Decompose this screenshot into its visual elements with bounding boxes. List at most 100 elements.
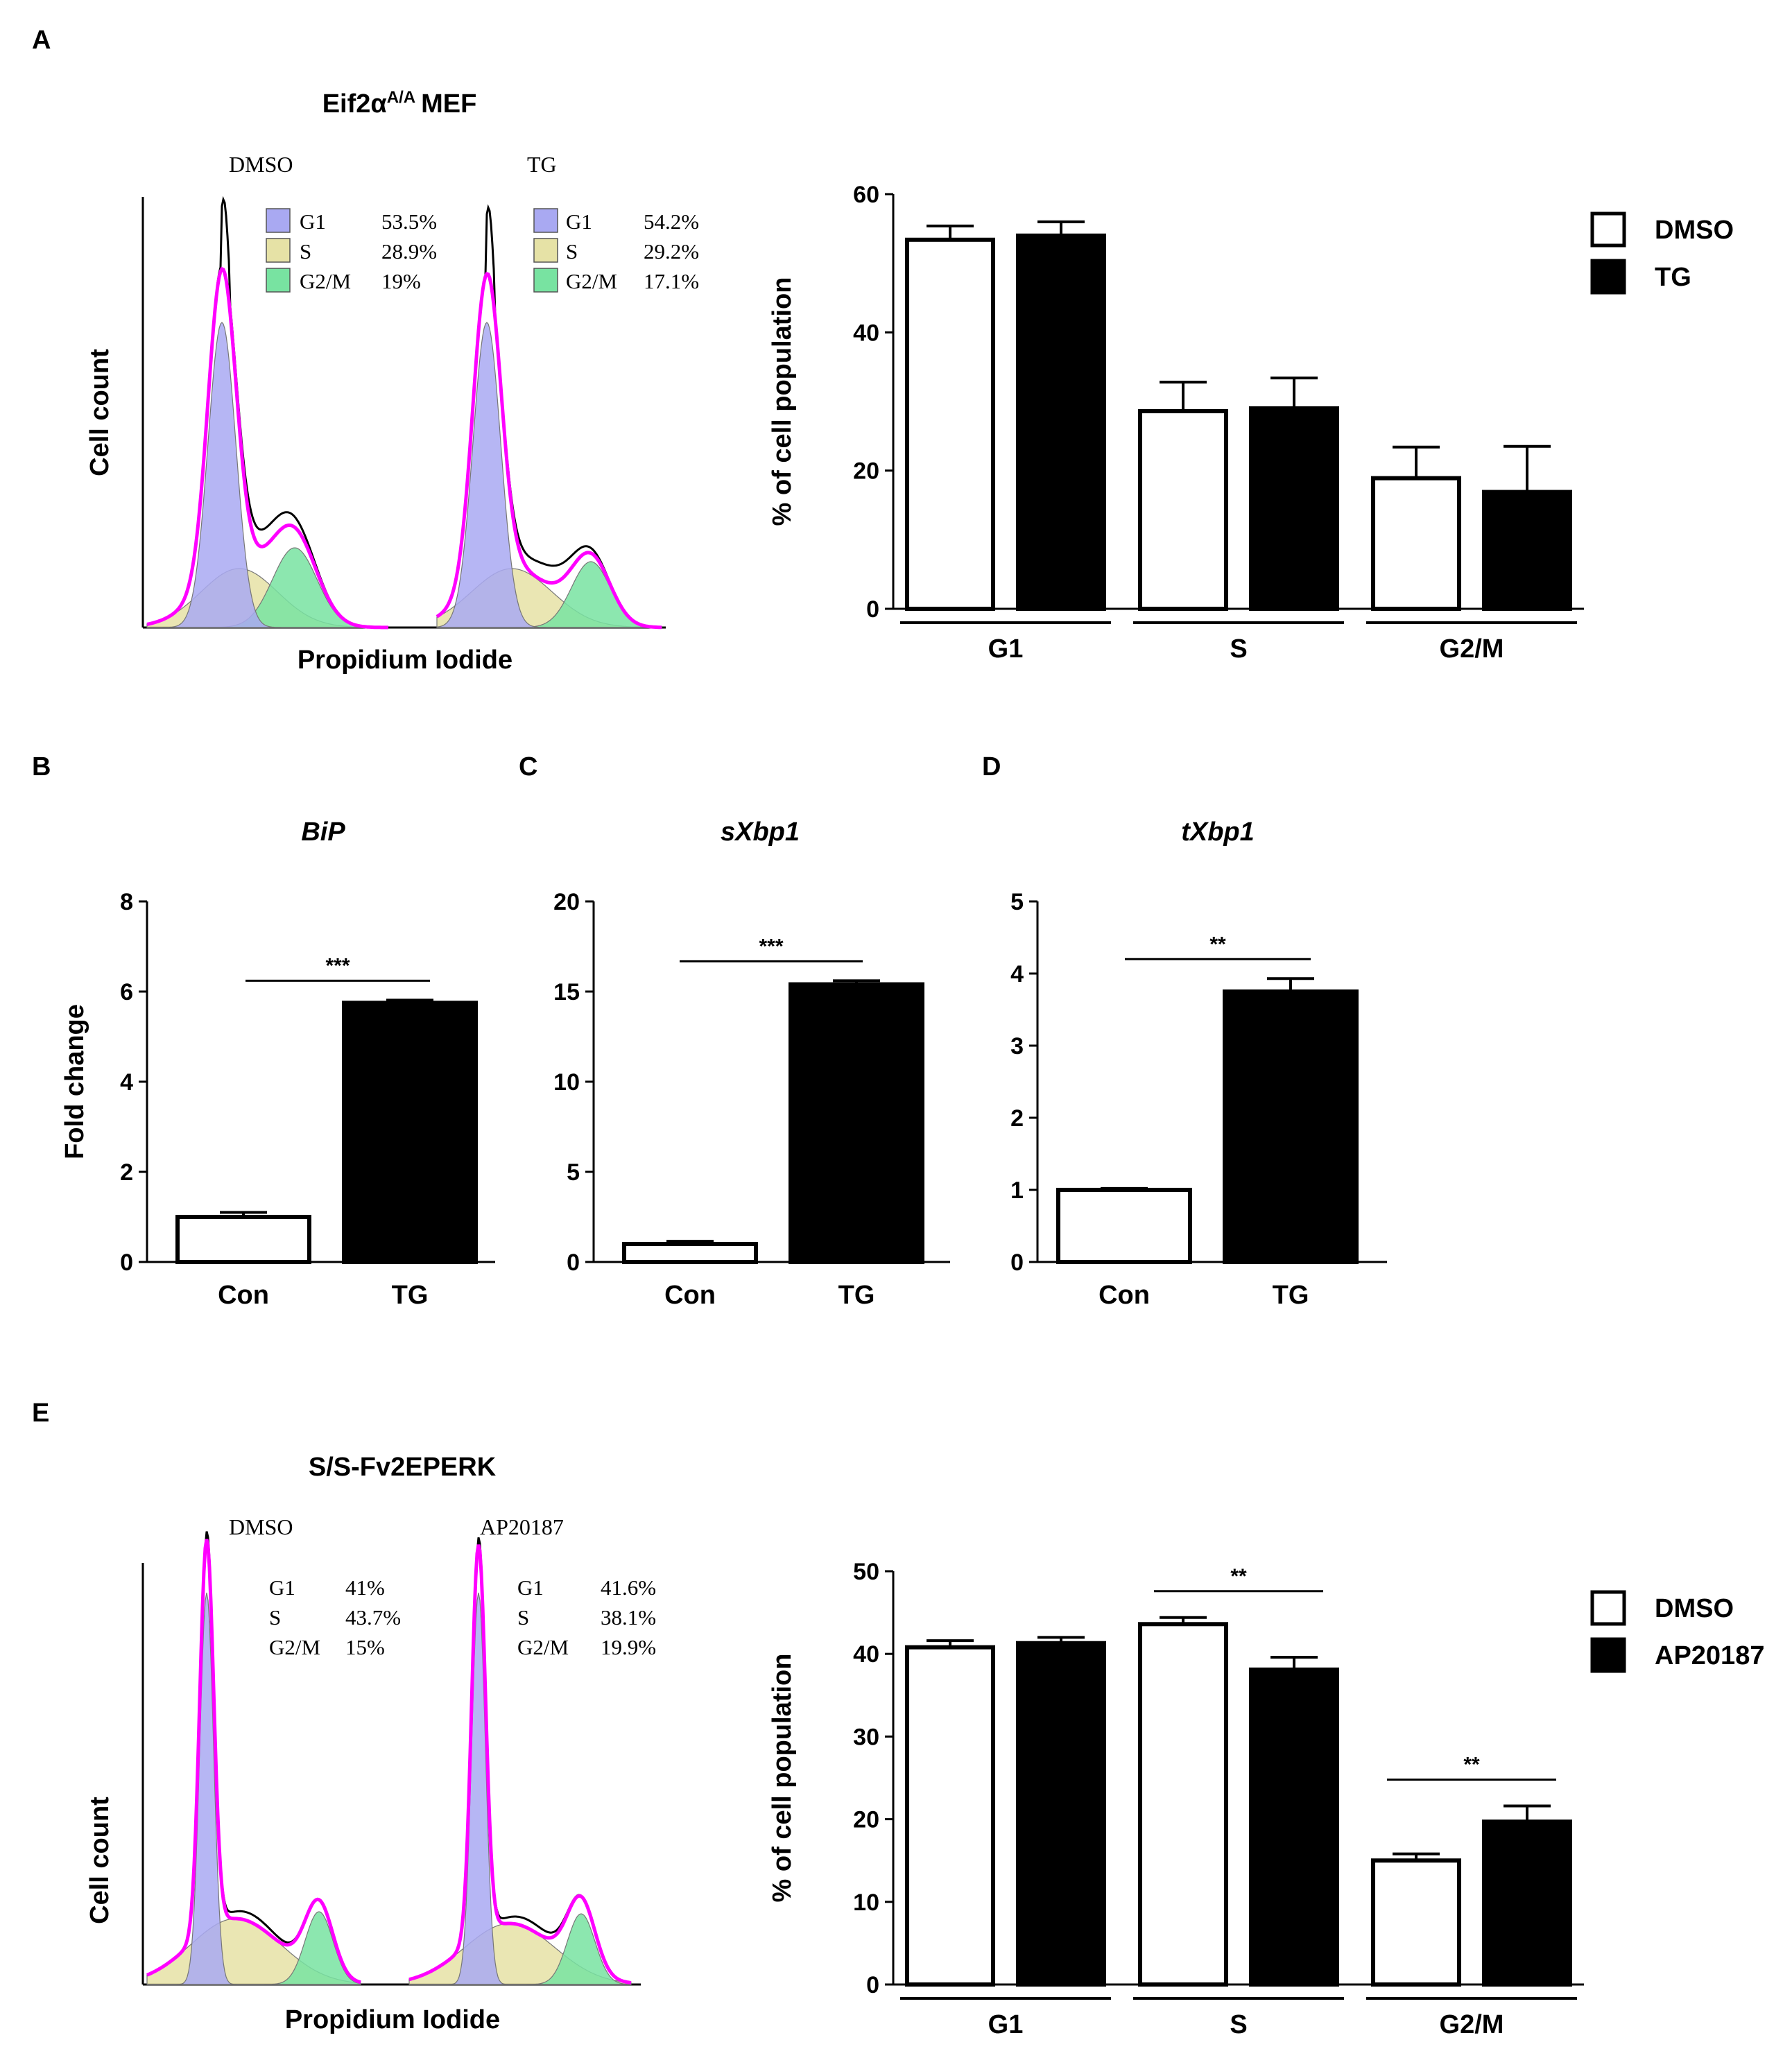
y-tick-label: 30: [853, 1724, 879, 1750]
phase-percentage-s: 38.1%: [601, 1605, 656, 1629]
phase-percentage-s: 29.2%: [644, 239, 699, 263]
legend-swatch-s: [533, 238, 558, 263]
phase-label-g2m: G2/M: [517, 1635, 569, 1659]
histogram-e-title: S/S-Fv2EPERK: [309, 1453, 497, 1482]
bar-chart-a: 0 20 40 60 % of cell population G1 S G2/M DMSO TG: [768, 182, 1734, 664]
histogram-e-y-label: Cell count: [85, 1797, 114, 1924]
legend-swatch-tg: [1590, 259, 1626, 295]
category-label: TG: [1273, 1281, 1309, 1310]
y-tick-label: 15: [553, 979, 580, 1005]
legend-label-dmso: DMSO: [1655, 1594, 1734, 1623]
legend-swatch-ap20187: [1590, 1637, 1626, 1673]
flow-histogram-e: S/S-Fv2EPERK DMSO AP20187 Cell count Pro…: [85, 1453, 656, 2034]
histogram-e-sample-2-label: AP20187: [480, 1514, 564, 1539]
y-tick-label: 20: [853, 458, 879, 485]
phase-percentage-g1: 54.2%: [644, 209, 699, 234]
y-axis-label: % of cell population: [768, 277, 797, 526]
y-tick-label: 10: [853, 1890, 879, 1916]
category-label: G2/M: [1440, 2010, 1504, 2039]
flow-histogram-a: Eif2αA/A MEF DMSO TG Cell count Propidium…: [85, 88, 699, 675]
bar-dmso-s: [1138, 408, 1228, 611]
histogram-fit-line: [146, 266, 388, 630]
histogram-g1-phase-fill: [147, 322, 388, 628]
phase-percentage-g2m: 19%: [381, 269, 421, 293]
phase-label-g1: G1: [300, 209, 326, 234]
legend-label-ap20187: AP20187: [1655, 1641, 1764, 1670]
y-tick-label: 10: [553, 1069, 580, 1096]
category-label: Con: [1099, 1281, 1150, 1310]
y-tick-label: 60: [853, 182, 879, 208]
bar-con: [175, 1215, 311, 1264]
phase-percentage-g1: 41.6%: [601, 1575, 656, 1600]
phase-percentage-s: 43.7%: [345, 1605, 401, 1629]
phase-label-s: S: [300, 239, 311, 263]
legend-swatch-dmso: [1590, 211, 1626, 248]
category-label: G2/M: [1440, 634, 1504, 664]
phase-percentage-g2m: 17.1%: [644, 269, 699, 293]
phase-label-s: S: [269, 1605, 281, 1629]
y-axis-label: Fold change: [60, 1004, 89, 1159]
y-tick-label: 5: [1010, 889, 1024, 915]
y-tick-label: 20: [853, 1807, 879, 1833]
histogram-e-sample-1-label: DMSO: [229, 1514, 293, 1539]
legend-swatch-s: [266, 238, 291, 263]
chart-title: sXbp1: [721, 818, 800, 847]
bar-tg: [1223, 989, 1359, 1264]
category-label: G1: [988, 634, 1024, 664]
phase-label-g1: G1: [517, 1575, 544, 1600]
bar-tg-g2m: [1482, 490, 1572, 612]
y-axis-label: % of cell population: [768, 1654, 797, 1903]
significance-label: **: [1463, 1754, 1480, 1776]
legend-label-dmso: DMSO: [1655, 216, 1734, 245]
y-tick-label: 50: [853, 1559, 879, 1585]
y-tick-label: 2: [1010, 1105, 1024, 1132]
significance-label: **: [1230, 1565, 1247, 1588]
panel-label-c: C: [519, 752, 537, 781]
category-label: Con: [218, 1281, 269, 1310]
bar-tg: [342, 1001, 478, 1264]
y-tick-label: 0: [866, 1972, 879, 1998]
bar-ap20187-g2m: [1482, 1819, 1572, 1987]
category-label: TG: [392, 1281, 429, 1310]
category-label: G1: [988, 2010, 1024, 2039]
histogram-raw-data-line: [146, 196, 388, 629]
panel-label-d: D: [982, 752, 1001, 781]
significance-label: ***: [759, 935, 783, 958]
bar-dmso-g2m: [1371, 1858, 1461, 1987]
chart-title: tXbp1: [1181, 818, 1255, 847]
category-label: Con: [664, 1281, 716, 1310]
panel-label-b: B: [32, 752, 51, 781]
bar-tg-s: [1249, 406, 1339, 611]
phase-percentage-g2m: 19.9%: [601, 1635, 656, 1659]
panel-label-a: A: [32, 26, 51, 55]
category-label: TG: [838, 1281, 875, 1310]
y-tick-label: 0: [567, 1250, 580, 1276]
legend-swatch-g1: [533, 208, 558, 233]
bar-chart-e: 0 10 20 30 40 50 % of cell population G1 S G2/M **…: [768, 1559, 1764, 2039]
histogram-a-y-label: Cell count: [85, 349, 114, 476]
bar-chart-b: BiP 0 2 4 6 8 Fold change Con TG ***: [60, 818, 495, 1310]
phase-percentage-s: 28.9%: [381, 239, 437, 263]
bar-tg: [789, 982, 924, 1264]
bar-chart-c: sXbp1 0 5 10 15 20 Con TG ***: [553, 818, 950, 1310]
y-tick-label: 0: [866, 596, 879, 623]
phase-label-g2m: G2/M: [566, 269, 617, 293]
histogram-a-sample-2-label: TG: [527, 152, 557, 177]
bar-chart-d: tXbp1 0 1 2 3 4 5 Con TG **: [1010, 818, 1387, 1310]
histogram-a-x-label: Propidium Iodide: [298, 646, 512, 675]
panel-label-e: E: [32, 1399, 49, 1428]
bar-dmso-s: [1138, 1622, 1228, 1987]
legend-label-tg: TG: [1655, 263, 1691, 292]
histogram-g1-phase-fill: [436, 322, 662, 628]
chart-title: BiP: [301, 818, 345, 847]
phase-percentage-g1: 53.5%: [381, 209, 437, 234]
y-tick-label: 6: [120, 979, 133, 1005]
histogram-e-x-label: Propidium Iodide: [285, 2005, 500, 2034]
phase-label-g1: G1: [269, 1575, 295, 1600]
phase-label-g1: G1: [566, 209, 592, 234]
phase-label-s: S: [566, 239, 578, 263]
histogram-a-sample-1-label: DMSO: [229, 152, 293, 177]
phase-label-g2m: G2/M: [300, 269, 351, 293]
bar-dmso-g2m: [1371, 476, 1461, 611]
y-tick-label: 5: [567, 1159, 580, 1186]
